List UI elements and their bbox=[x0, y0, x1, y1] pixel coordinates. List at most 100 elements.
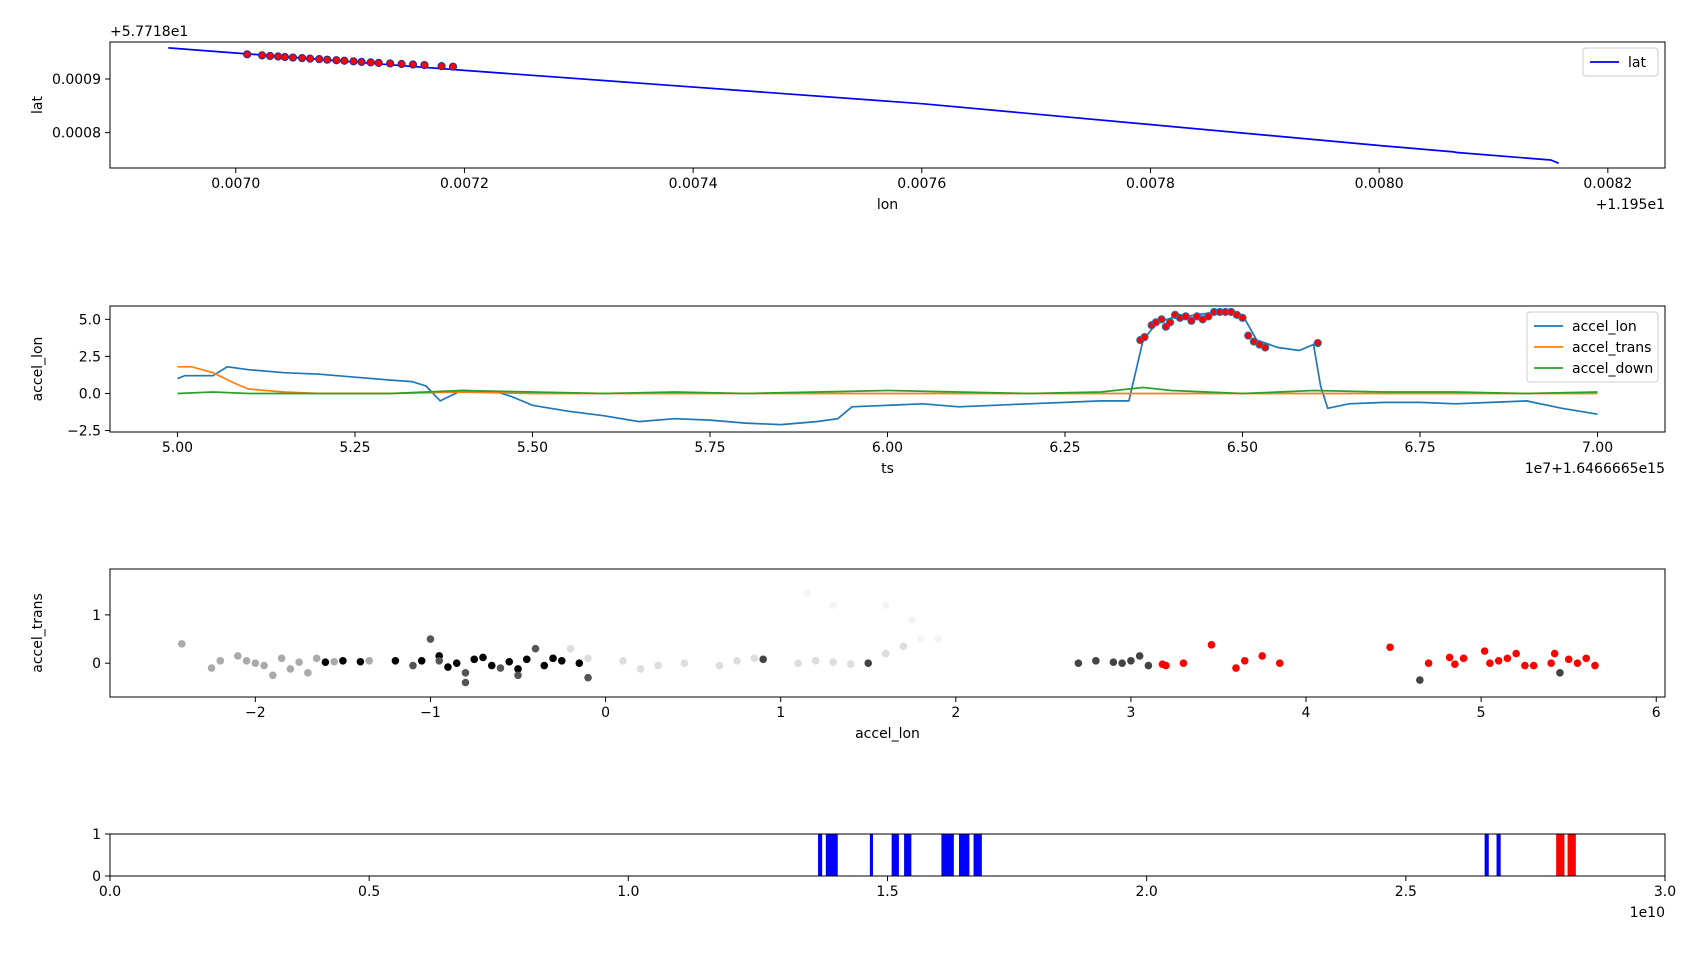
data-point bbox=[265, 51, 275, 61]
data-point bbox=[277, 654, 286, 663]
data-point bbox=[251, 659, 260, 667]
data-point bbox=[374, 58, 383, 68]
legend: lat bbox=[1582, 47, 1659, 77]
data-point bbox=[680, 659, 689, 667]
data-point bbox=[435, 656, 444, 665]
data-point bbox=[470, 655, 479, 664]
data-point bbox=[1157, 315, 1166, 324]
x-tick-label: 5.00 bbox=[162, 440, 193, 456]
x-tick-label: 6.50 bbox=[1227, 440, 1258, 456]
data-point bbox=[715, 661, 724, 670]
series-line-accel_down bbox=[177, 386, 1598, 395]
data-point bbox=[1564, 655, 1573, 664]
data-point bbox=[811, 656, 820, 665]
x-tick-label: 1.0 bbox=[617, 884, 639, 900]
x-tick-label: 0.0082 bbox=[1583, 176, 1632, 192]
x-tick-label: 7.00 bbox=[1582, 440, 1613, 456]
data-point bbox=[420, 60, 429, 70]
series-line-lat bbox=[168, 47, 1560, 164]
data-point bbox=[356, 657, 365, 666]
data-point bbox=[332, 56, 341, 65]
x-tick-label: 5 bbox=[1477, 705, 1486, 721]
data-point bbox=[273, 52, 283, 61]
y-tick-label: 0 bbox=[92, 656, 101, 672]
data-point bbox=[286, 665, 295, 673]
data-point bbox=[514, 665, 522, 673]
data-point bbox=[366, 58, 375, 67]
x-tick-label: 0.5 bbox=[358, 884, 380, 900]
data-point bbox=[242, 656, 251, 665]
data-point bbox=[234, 652, 242, 660]
data-point bbox=[1181, 312, 1190, 321]
data-point bbox=[280, 52, 290, 62]
data-point bbox=[531, 644, 540, 653]
data-point bbox=[444, 663, 452, 671]
data-point bbox=[288, 53, 298, 62]
data-point bbox=[584, 654, 592, 663]
data-point bbox=[881, 649, 890, 658]
bar bbox=[1567, 834, 1576, 876]
data-point bbox=[1118, 659, 1126, 667]
y-axis-label: accel_trans bbox=[30, 593, 46, 672]
plot-area bbox=[177, 307, 1598, 426]
data-point bbox=[243, 50, 252, 59]
data-point bbox=[496, 664, 505, 672]
data-point bbox=[1244, 331, 1253, 340]
legend: accel_lon accel_trans accel_down bbox=[1526, 311, 1659, 383]
data-point bbox=[479, 653, 487, 662]
data-point bbox=[297, 53, 307, 63]
bar bbox=[891, 834, 899, 876]
data-point bbox=[409, 661, 417, 670]
data-point bbox=[1127, 656, 1135, 665]
x-tick-label: 2.0 bbox=[1136, 884, 1158, 900]
x-tick-label: 4 bbox=[1302, 705, 1311, 721]
data-point bbox=[448, 62, 458, 71]
x-tick-label: 5.50 bbox=[517, 440, 548, 456]
data-point bbox=[330, 657, 338, 666]
data-point bbox=[461, 669, 470, 677]
data-point bbox=[803, 589, 811, 597]
x-tick-label: 6.00 bbox=[872, 440, 903, 456]
y-tick-label: 5.0 bbox=[79, 312, 101, 328]
plot-area bbox=[168, 47, 1560, 164]
data-point bbox=[1424, 659, 1433, 667]
bar bbox=[904, 834, 912, 876]
data-point bbox=[417, 656, 426, 665]
x-axis-label: accel_lon bbox=[855, 726, 920, 742]
data-point bbox=[349, 57, 358, 66]
data-point bbox=[1547, 659, 1555, 667]
bar bbox=[959, 834, 970, 876]
plot-area bbox=[177, 589, 1599, 687]
data-point bbox=[1480, 647, 1489, 655]
data-point bbox=[1486, 659, 1494, 667]
data-point bbox=[216, 656, 225, 665]
data-point bbox=[881, 601, 890, 610]
data-point bbox=[1258, 652, 1267, 660]
data-point bbox=[505, 657, 514, 666]
data-point bbox=[908, 615, 916, 624]
bar bbox=[1496, 834, 1501, 876]
data-point bbox=[408, 60, 418, 69]
data-point bbox=[1503, 654, 1512, 663]
data-point bbox=[1459, 654, 1468, 663]
data-point bbox=[540, 661, 549, 670]
data-point bbox=[636, 665, 645, 673]
data-point bbox=[1109, 658, 1118, 667]
data-point bbox=[1275, 659, 1284, 667]
data-point bbox=[1074, 659, 1083, 667]
x-tick-label: 0.0078 bbox=[1126, 176, 1175, 192]
data-point bbox=[295, 658, 303, 667]
data-point bbox=[1591, 661, 1599, 670]
data-point bbox=[829, 658, 838, 667]
data-point bbox=[1092, 656, 1100, 665]
data-point bbox=[654, 661, 662, 670]
data-point bbox=[619, 656, 627, 665]
data-point bbox=[514, 671, 522, 680]
data-point bbox=[934, 635, 943, 643]
x-offset-text: 1e10 bbox=[1630, 905, 1665, 921]
data-point bbox=[397, 59, 406, 69]
data-point bbox=[391, 656, 400, 665]
data-point bbox=[1187, 316, 1196, 325]
x-axis-label: lon bbox=[877, 197, 898, 213]
x-tick-label: −1 bbox=[420, 705, 441, 721]
